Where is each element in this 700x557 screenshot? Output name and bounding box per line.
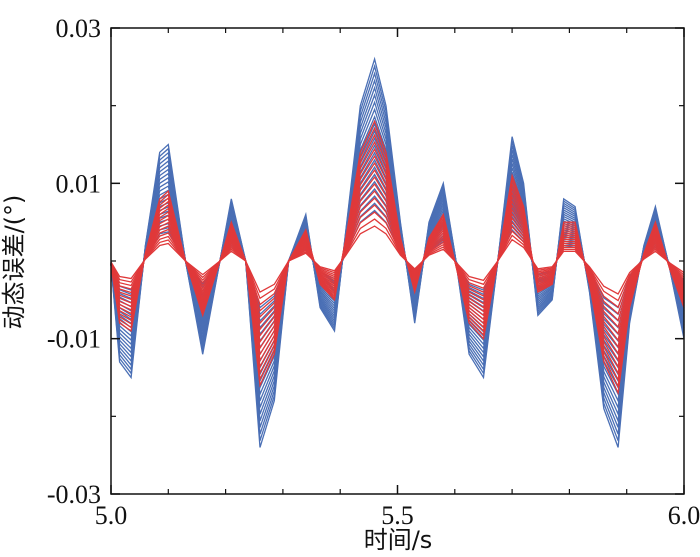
y-axis-title: 动态误差/(°) [0, 195, 28, 330]
x-tick-label: 6.0 [668, 501, 700, 530]
y-tick-label: -0.03 [47, 480, 101, 509]
waveform-bands [110, 56, 685, 448]
axis-ticks: 5.0 5.5 6.0 0.03 0.01 -0.01 -0.03 [47, 14, 700, 530]
red-series-line [110, 218, 685, 302]
blue-series-line [110, 56, 685, 448]
red-series-line [110, 225, 685, 295]
y-tick-label: -0.01 [47, 325, 101, 354]
x-tick-label: 5.5 [381, 501, 414, 530]
blue-series-line [110, 85, 685, 424]
y-tick-label: 0.01 [56, 169, 102, 198]
y-tick-label: 0.03 [56, 14, 102, 43]
blue-series-line [110, 78, 685, 428]
x-axis-title: 时间/s [364, 526, 433, 554]
plot-frame [110, 27, 685, 495]
blue-series-line [110, 71, 685, 435]
x-tick-label: 5.0 [95, 501, 128, 530]
red-series-line [110, 119, 685, 396]
blue-series-line [110, 63, 685, 441]
